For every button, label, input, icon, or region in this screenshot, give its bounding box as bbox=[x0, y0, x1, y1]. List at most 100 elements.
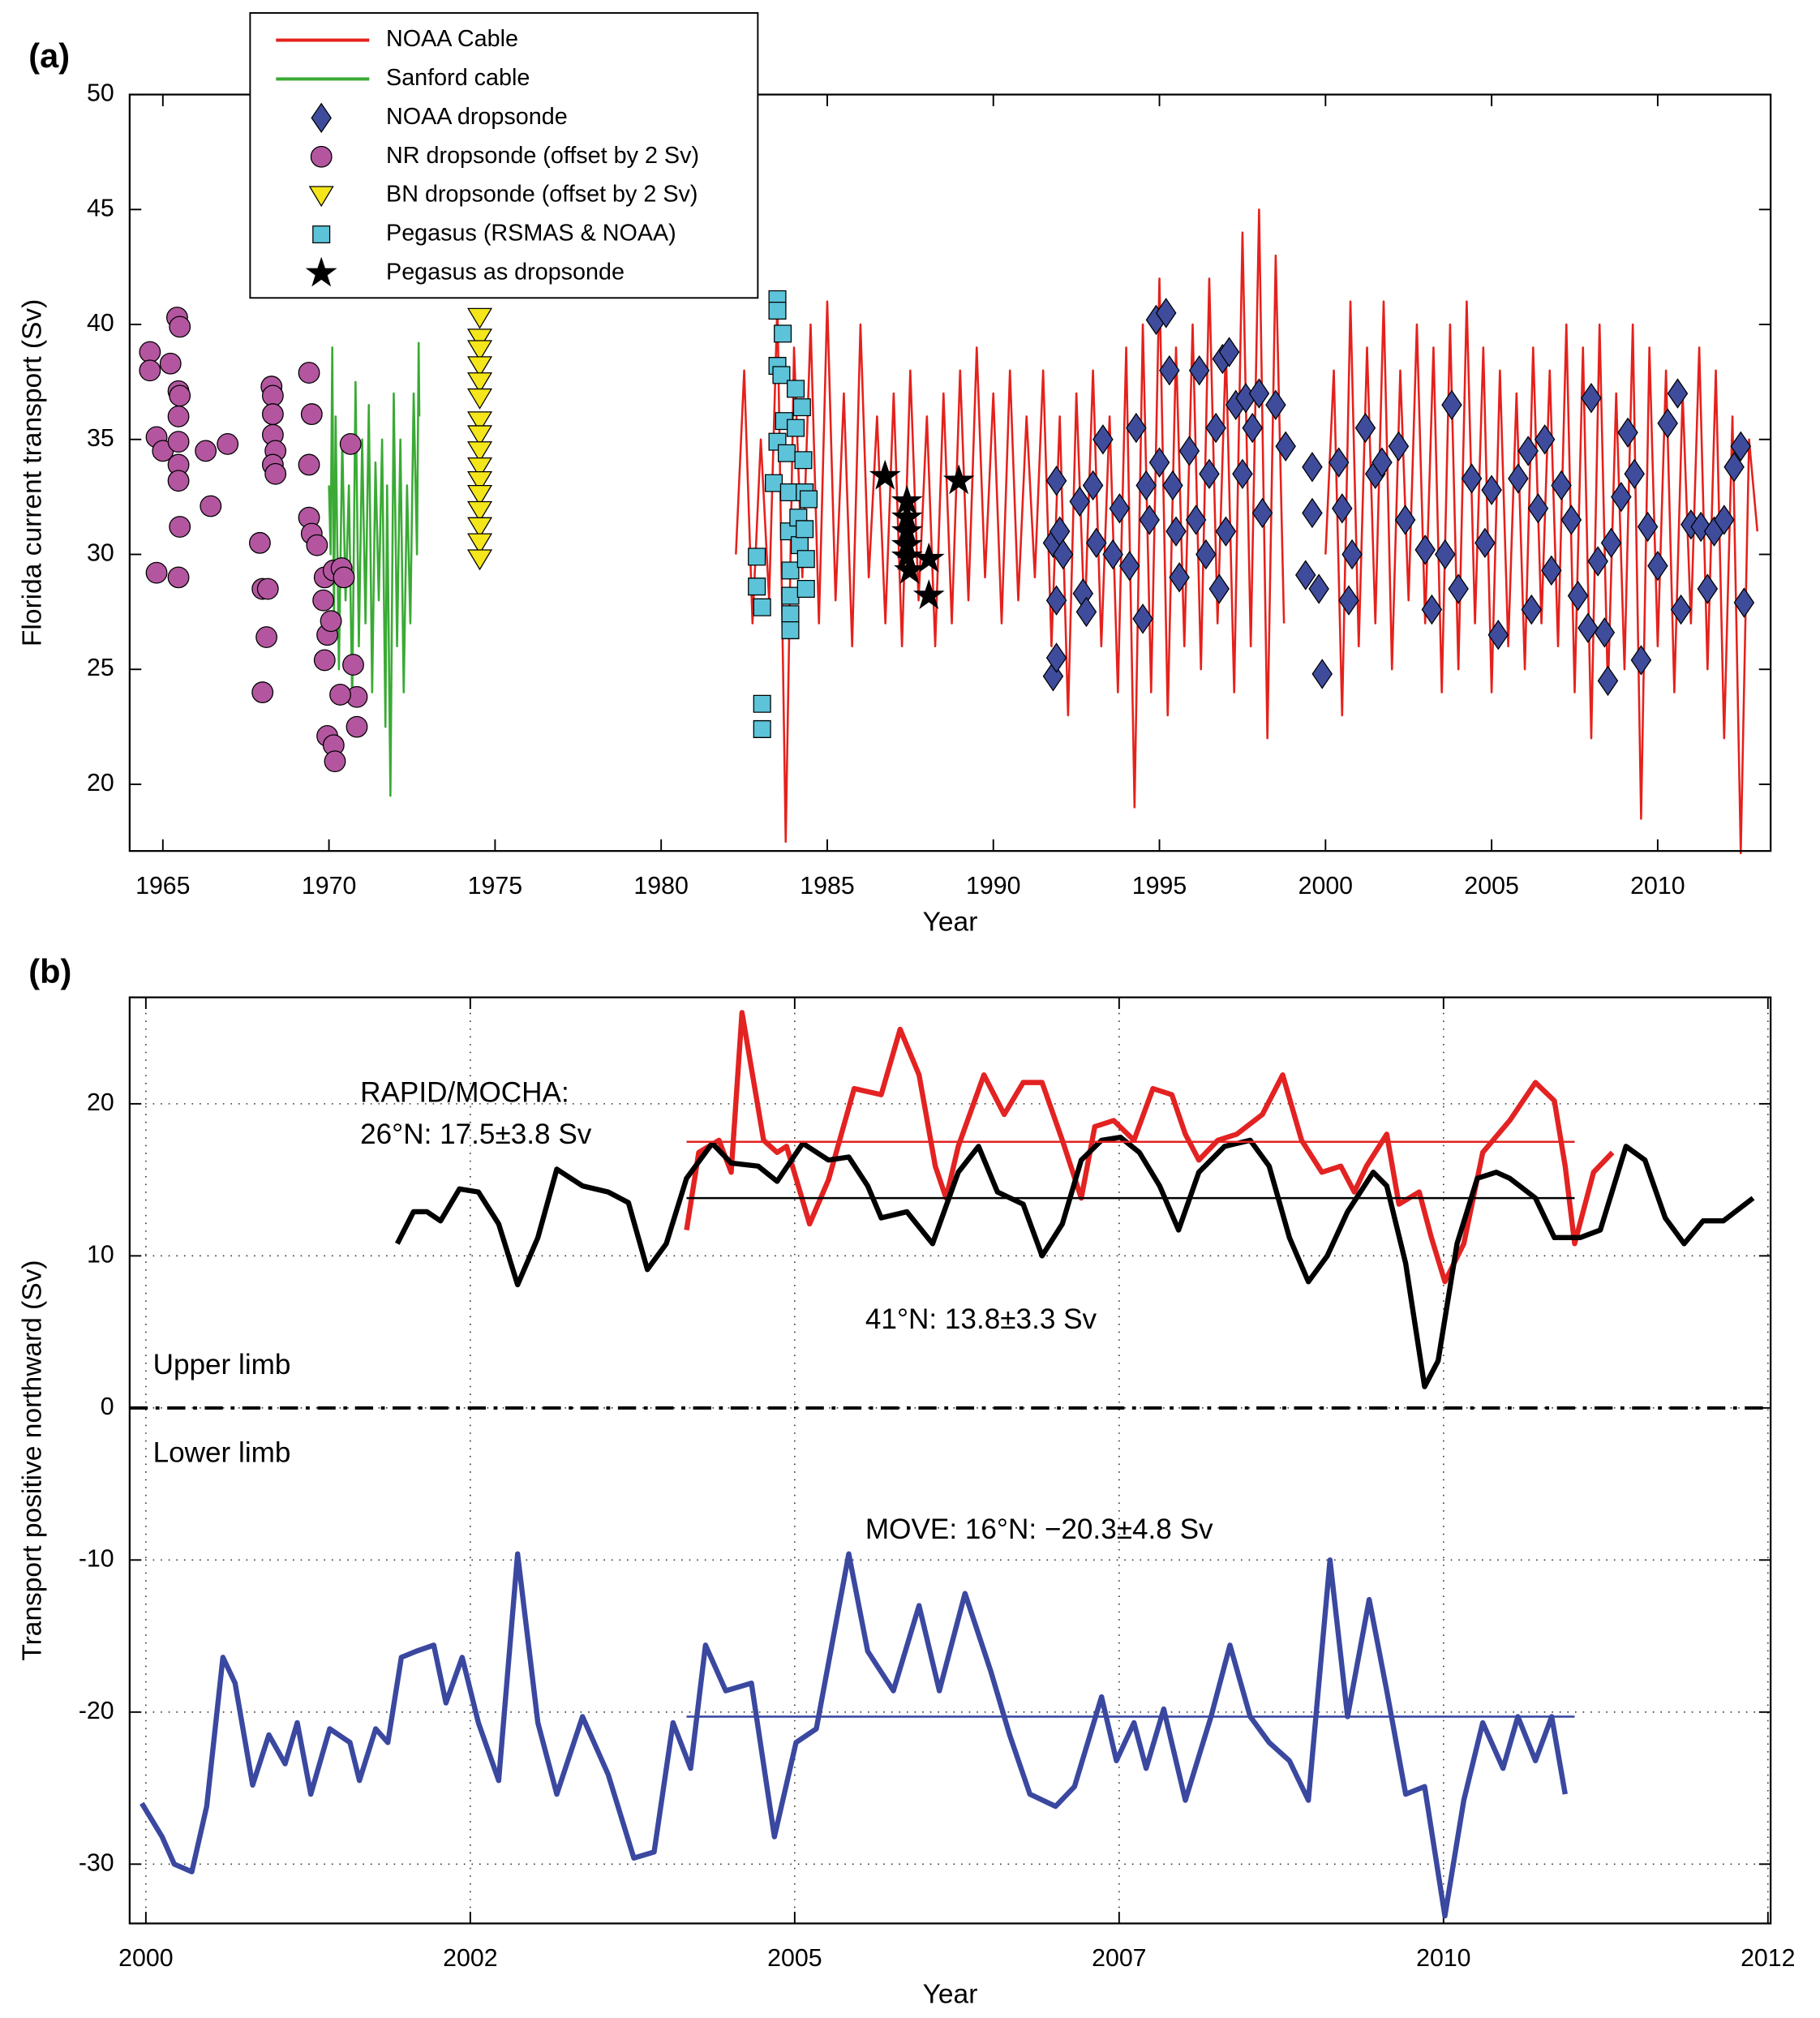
marker bbox=[310, 145, 333, 168]
annotation: MOVE: 16°N: −20.3±4.8 Sv bbox=[865, 1514, 1213, 1545]
marker bbox=[261, 403, 284, 426]
marker bbox=[145, 561, 168, 584]
marker bbox=[1085, 527, 1107, 559]
marker bbox=[1265, 389, 1286, 420]
marker bbox=[1461, 463, 1483, 494]
marker bbox=[1354, 412, 1376, 444]
legend-label: Sanford cable bbox=[386, 65, 530, 91]
marker bbox=[1581, 383, 1602, 414]
y-tick-label: -10 bbox=[79, 1545, 114, 1572]
y-tick-label: 20 bbox=[87, 1089, 114, 1116]
y-tick-label: 45 bbox=[87, 195, 114, 221]
marker bbox=[1697, 573, 1719, 604]
marker bbox=[1126, 412, 1147, 444]
x-tick-label: 1980 bbox=[633, 873, 688, 900]
marker bbox=[942, 464, 975, 495]
marker bbox=[195, 440, 217, 462]
x-tick-label: 2012 bbox=[1741, 1945, 1795, 1972]
marker bbox=[753, 719, 771, 738]
marker bbox=[298, 453, 320, 476]
marker bbox=[248, 531, 271, 554]
marker bbox=[1053, 539, 1074, 570]
marker bbox=[200, 495, 222, 517]
marker bbox=[1508, 463, 1529, 494]
marker bbox=[1102, 539, 1123, 570]
y-tick-label: 20 bbox=[87, 770, 114, 796]
line bbox=[394, 1134, 1755, 1389]
marker bbox=[781, 586, 800, 605]
x-tick-label: 2002 bbox=[443, 1945, 497, 1972]
x-tick-label: 2000 bbox=[118, 1945, 173, 1972]
y-tick-label: -20 bbox=[79, 1698, 114, 1724]
marker bbox=[1185, 504, 1207, 535]
marker bbox=[1481, 474, 1502, 505]
y-axis-label: Transport positive northward (Sv) bbox=[18, 1260, 48, 1660]
marker bbox=[1135, 470, 1157, 501]
marker bbox=[1218, 337, 1240, 367]
marker bbox=[1567, 580, 1589, 612]
marker bbox=[159, 352, 182, 375]
marker bbox=[1597, 665, 1619, 697]
marker bbox=[1082, 470, 1104, 501]
line bbox=[1324, 300, 1759, 855]
marker bbox=[467, 470, 493, 492]
marker bbox=[1474, 527, 1496, 559]
marker bbox=[1308, 573, 1329, 604]
y-tick-label: 35 bbox=[87, 425, 114, 452]
marker bbox=[467, 372, 493, 393]
line bbox=[328, 341, 421, 797]
marker bbox=[329, 684, 351, 706]
marker bbox=[1109, 493, 1131, 524]
marker bbox=[1275, 431, 1296, 462]
marker bbox=[796, 550, 815, 569]
marker bbox=[1294, 560, 1316, 590]
marker bbox=[1723, 452, 1745, 483]
x-tick-label: 1965 bbox=[135, 873, 190, 900]
y-tick-label: 30 bbox=[87, 540, 114, 567]
legend-label: NOAA Cable bbox=[386, 26, 518, 52]
marker bbox=[1714, 504, 1735, 535]
marker bbox=[1421, 594, 1443, 625]
marker bbox=[1560, 504, 1582, 535]
legend-label: NR dropsonde (offset by 2 Sv) bbox=[386, 143, 699, 169]
x-axis-label: Year bbox=[923, 1980, 978, 2010]
marker bbox=[748, 547, 766, 566]
marker bbox=[1733, 587, 1755, 618]
marker bbox=[251, 681, 274, 703]
marker bbox=[1302, 452, 1323, 483]
x-tick-label: 2005 bbox=[767, 1945, 822, 1972]
legend-label: NOAA dropsonde bbox=[386, 104, 568, 130]
legend-label: Pegasus (RSMAS & NOAA) bbox=[386, 221, 676, 247]
marker bbox=[1045, 585, 1067, 616]
marker bbox=[1611, 481, 1632, 513]
marker bbox=[167, 406, 190, 427]
marker bbox=[333, 566, 355, 589]
marker bbox=[781, 605, 800, 624]
marker bbox=[1487, 620, 1509, 650]
y-tick-label: 0 bbox=[101, 1393, 114, 1420]
legend: NOAA Cable Sanford cable NOAA dropsonde NR … bbox=[249, 12, 759, 299]
marker bbox=[1139, 504, 1160, 535]
marker bbox=[1162, 470, 1183, 501]
x-tick-label: 2000 bbox=[1298, 873, 1353, 900]
marker bbox=[1169, 562, 1190, 593]
annotation: 41°N: 13.8±3.3 Sv bbox=[865, 1303, 1097, 1335]
marker bbox=[167, 566, 190, 589]
y-tick-label: -30 bbox=[79, 1849, 114, 1876]
marker bbox=[1165, 516, 1187, 547]
x-tick-label: 2010 bbox=[1630, 873, 1685, 900]
panel-label: (a) bbox=[28, 36, 70, 75]
marker bbox=[261, 384, 284, 407]
marker bbox=[169, 316, 191, 338]
x-tick-label: 2005 bbox=[1464, 873, 1518, 900]
marker bbox=[1215, 516, 1237, 547]
x-tick-label: 1995 bbox=[1132, 873, 1187, 900]
plot-frame bbox=[128, 996, 1772, 1925]
marker bbox=[1577, 612, 1599, 643]
y-tick-label: 50 bbox=[87, 80, 114, 107]
marker bbox=[467, 517, 493, 539]
marker bbox=[1551, 470, 1572, 501]
marker bbox=[1199, 458, 1220, 489]
marker bbox=[1248, 378, 1270, 409]
